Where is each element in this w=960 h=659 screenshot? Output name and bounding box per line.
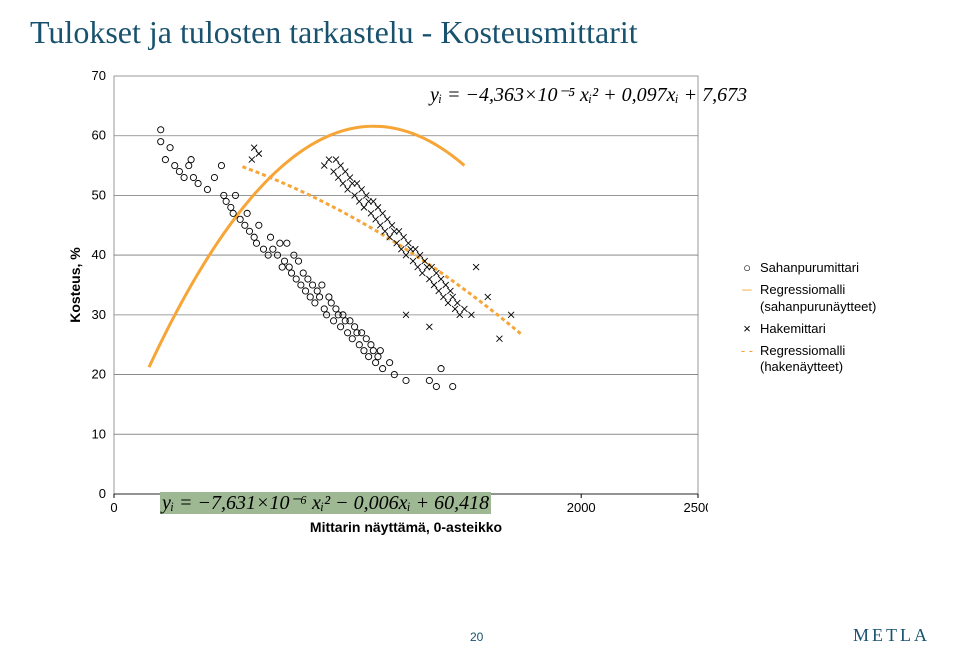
legend-label: Regressiomalli (sahanpurunäytteet) (760, 282, 876, 315)
legend-symbol: ○ (740, 260, 754, 276)
page-number: 20 (470, 630, 483, 644)
svg-text:0: 0 (99, 486, 106, 501)
legend: ○ Sahanpurumittari ─ Regressiomalli (sahanp… (740, 260, 876, 382)
svg-text:0: 0 (110, 500, 117, 515)
svg-text:60: 60 (92, 128, 106, 143)
legend-item: ─ Regressiomalli (sahanpurunäytteet) (740, 282, 876, 315)
equation-hake-text: yᵢ = −7,631×10⁻⁶ xᵢ² − 0,006xᵢ + 60,418 (160, 492, 491, 514)
svg-text:Mittarin näyttämä, 0-asteikko: Mittarin näyttämä, 0-asteikko (310, 519, 502, 535)
svg-text:Kosteus, %: Kosteus, % (68, 247, 83, 323)
legend-item: - - Regressiomalli (hakenäytteet) (740, 343, 876, 376)
svg-text:40: 40 (92, 247, 106, 262)
svg-text:2000: 2000 (567, 500, 596, 515)
legend-item: × Hakemittari (740, 321, 876, 337)
legend-label: Sahanpurumittari (760, 260, 859, 276)
svg-text:10: 10 (92, 426, 106, 441)
equation-sahanpuru: yᵢ = −4,363×10⁻⁵ xᵢ² + 0,097xᵢ + 7,673 (430, 82, 747, 107)
scatter-chart: 01020304050607005001000150020002500Mitta… (68, 70, 708, 540)
svg-text:50: 50 (92, 187, 106, 202)
svg-text:2500: 2500 (684, 500, 708, 515)
legend-symbol: ─ (740, 282, 754, 298)
chart-svg: 01020304050607005001000150020002500Mitta… (68, 70, 708, 540)
svg-text:30: 30 (92, 307, 106, 322)
equation-hake: yᵢ = −7,631×10⁻⁶ xᵢ² − 0,006xᵢ + 60,418 (160, 490, 491, 515)
legend-symbol: × (740, 321, 754, 337)
legend-label: Hakemittari (760, 321, 826, 337)
legend-symbol: - - (740, 343, 754, 359)
page-title: Tulokset ja tulosten tarkastelu - Kosteu… (30, 14, 638, 51)
equation-sahanpuru-text: yᵢ = −4,363×10⁻⁵ xᵢ² + 0,097xᵢ + 7,673 (430, 84, 747, 106)
brand-logo: METLA (853, 625, 930, 646)
svg-text:70: 70 (92, 70, 106, 83)
legend-label: Regressiomalli (hakenäytteet) (760, 343, 845, 376)
legend-item: ○ Sahanpurumittari (740, 260, 876, 276)
svg-text:20: 20 (92, 367, 106, 382)
